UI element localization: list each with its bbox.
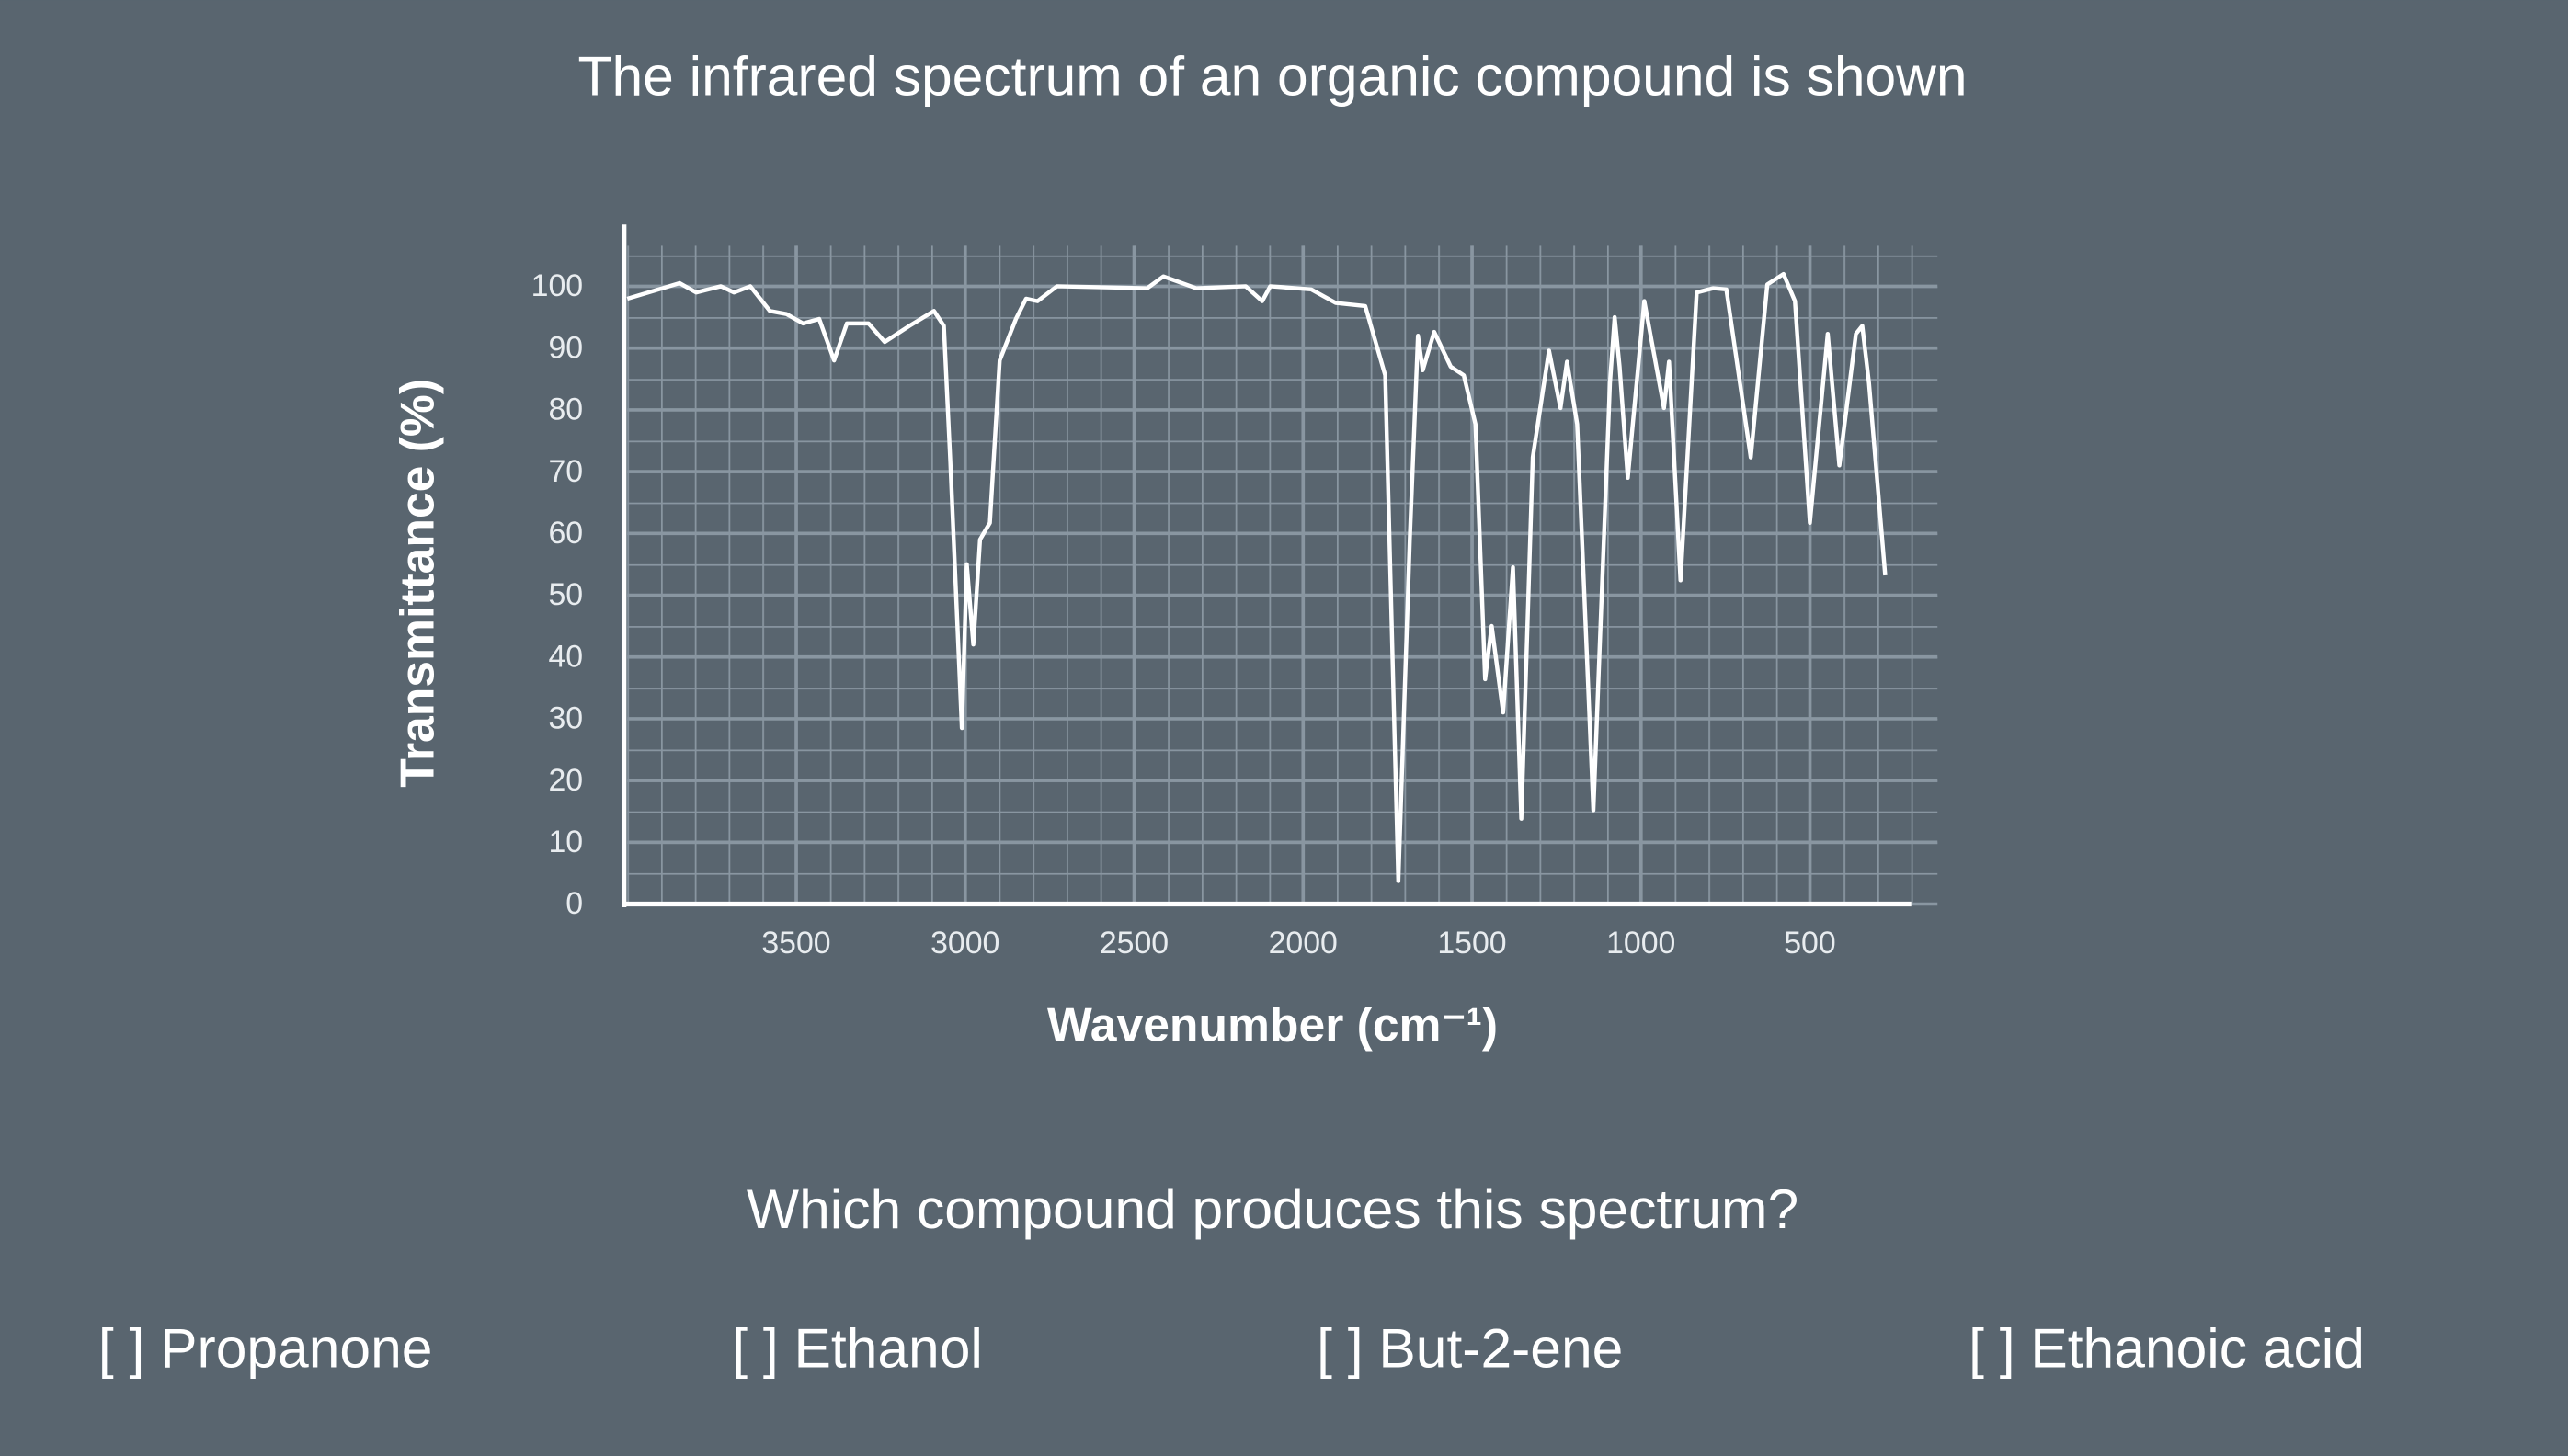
y-tick-label: 100 (531, 268, 583, 303)
x-tick-label: 1500 (1437, 926, 1506, 961)
x-tick-label: 3500 (761, 926, 830, 961)
x-axis-label: Wavenumber (cm⁻¹) (1047, 998, 1498, 1052)
minor-grid (627, 245, 1938, 904)
y-tick-label: 30 (548, 701, 583, 736)
y-tick-label: 10 (548, 825, 583, 859)
x-tick-label: 2500 (1100, 926, 1169, 961)
question: Which compound produces this spectrum? (747, 1177, 1798, 1240)
x-tick-label: 3000 (930, 926, 999, 961)
y-tick-label: 90 (548, 330, 583, 365)
option[interactable]: [ ] Ethanoic acid (1969, 1317, 2365, 1380)
y-tick-label: 70 (548, 454, 583, 489)
page-title: The infrared spectrum of an organic comp… (577, 45, 1967, 108)
y-tick-label: 20 (548, 763, 583, 798)
spectrum-line (626, 271, 1888, 883)
y-tick-label: 0 (565, 886, 583, 921)
y-axis-label: Transmittance (%) (390, 379, 443, 788)
x-tick-label: 1000 (1606, 926, 1675, 961)
y-tick-label: 80 (548, 392, 583, 427)
y-tick-label: 40 (548, 639, 583, 674)
x-tick-label: 2000 (1269, 926, 1338, 961)
option[interactable]: [ ] Ethanol (732, 1317, 983, 1380)
option[interactable]: [ ] Propanone (98, 1317, 433, 1380)
y-tick-label: 50 (548, 577, 583, 612)
option[interactable]: [ ] But-2-ene (1317, 1317, 1623, 1380)
y-tick-label: 60 (548, 516, 583, 551)
plot: 0 10 20 30 40 50 60 70 80 90 100 3500 3000 2500 2000 15… (531, 224, 1938, 961)
x-tick-label: 500 (1784, 926, 1835, 961)
